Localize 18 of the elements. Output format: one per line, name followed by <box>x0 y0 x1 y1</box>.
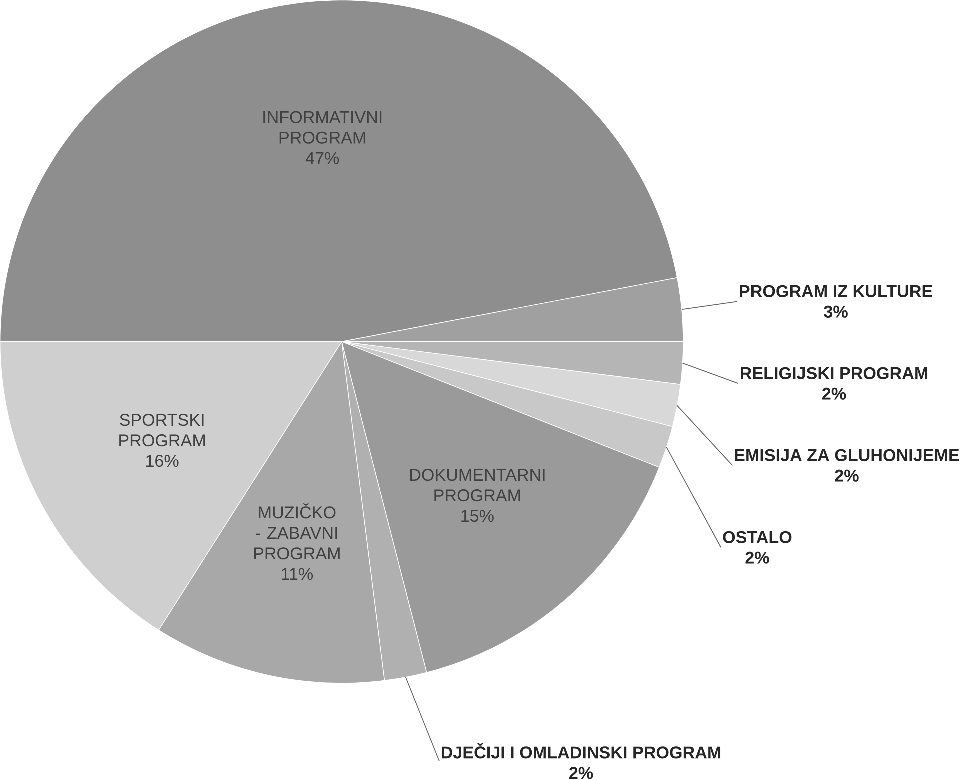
slice-label: INFORMATIVNI PROGRAM <box>264 111 382 144</box>
data-label: 2% <box>822 388 846 400</box>
slice-label: DJEČIJI I OMLADINSKI PROGRAM <box>442 743 721 759</box>
data-label: 15% <box>462 510 494 522</box>
data-label: 2% <box>746 552 770 564</box>
slice-label: EMISIJA ZA GLUHONIJEME <box>735 449 960 462</box>
slice-label: PROGRAM IZ KULTURE <box>740 285 932 298</box>
slice-label: MUZIČKO - ZABAVNI PROGRAM <box>254 503 340 560</box>
data-label: 47% <box>306 152 340 164</box>
slice-label: SPORTSKI PROGRAM <box>120 414 206 446</box>
data-label: 2% <box>570 766 594 780</box>
slice-label: RELIGIJSKI PROGRAM <box>741 367 928 380</box>
data-label: 3% <box>824 306 848 318</box>
slice-label: DOKUMENTARNI PROGRAM <box>410 468 545 502</box>
data-label: 2% <box>835 470 859 482</box>
data-label: 11% <box>282 568 314 580</box>
slice-label: OSTALO <box>723 531 792 544</box>
data-label: 16% <box>146 454 179 467</box>
